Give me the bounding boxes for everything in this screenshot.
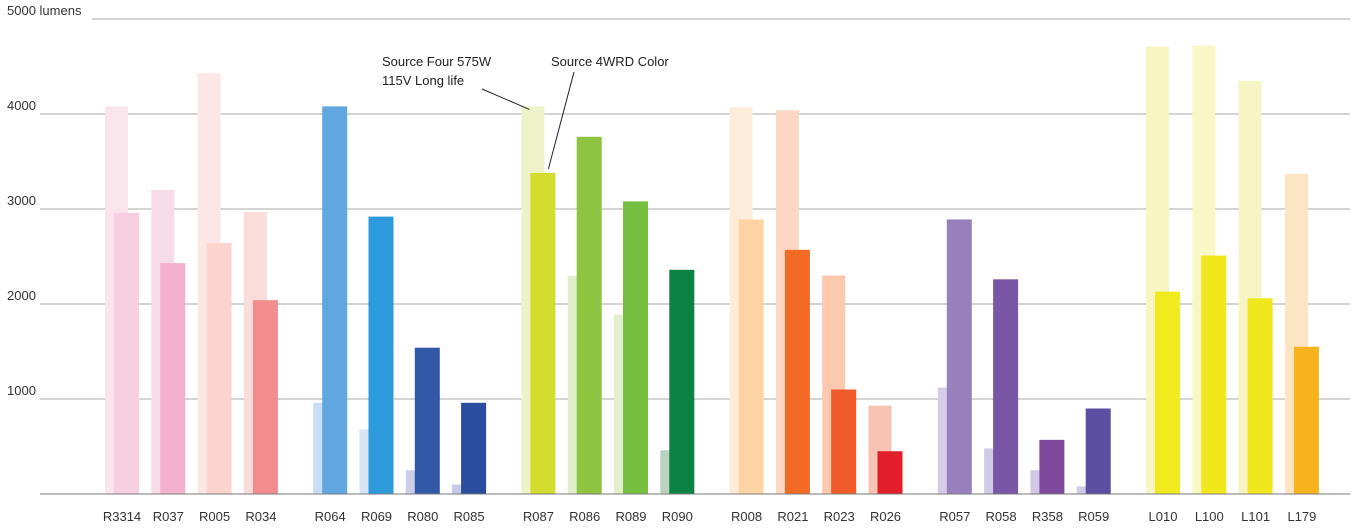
bar-source-4wrd-l179 [1293, 346, 1319, 494]
bar-source-4wrd-r064 [322, 106, 348, 495]
category-label: R069 [361, 509, 392, 524]
bar-source-4wrd-r023 [831, 389, 857, 494]
category-label: R090 [662, 509, 693, 524]
category-label: R037 [153, 509, 184, 524]
y-axis-ticks: 1000 2000 3000 4000 5000 lumens [7, 3, 82, 398]
category-label: R008 [731, 509, 762, 524]
bar-source-4wrd-l100 [1201, 255, 1227, 494]
bar-source-4wrd-r087 [530, 172, 556, 494]
category-label: R358 [1032, 509, 1063, 524]
category-label: L010 [1149, 509, 1178, 524]
annotations: Source Four 575W 115V Long life Source 4WR… [382, 54, 669, 170]
category-label: R034 [245, 509, 276, 524]
bar-source-4wrd-l101 [1247, 298, 1273, 494]
bar-source-4wrd-r069 [368, 216, 394, 494]
bar-source-4wrd-r026 [877, 451, 903, 494]
bar-source-4wrd-r358 [1039, 439, 1065, 494]
bar-source-4wrd-r058 [993, 279, 1019, 494]
category-label: R021 [777, 509, 808, 524]
annotation-leader-source-four [481, 88, 530, 110]
y-tick-label: 3000 [7, 193, 36, 208]
category-label: L100 [1195, 509, 1224, 524]
bar-source-4wrd-r3314 [114, 212, 139, 495]
category-label: R023 [824, 509, 855, 524]
bar-source-4wrd-r008 [738, 219, 764, 494]
bar-source-4wrd-r057 [946, 219, 972, 494]
bar-source-4wrd-r034 [252, 300, 278, 494]
bar-source-4wrd-r080 [414, 347, 440, 494]
category-label: R3314 [103, 509, 141, 524]
bar-source-4wrd-r037 [160, 263, 186, 494]
category-label: R080 [407, 509, 438, 524]
category-label: L101 [1241, 509, 1270, 524]
category-label: R086 [569, 509, 600, 524]
category-label: R057 [939, 509, 970, 524]
category-label: R026 [870, 509, 901, 524]
bar-source-4wrd-r021 [784, 249, 810, 494]
annotation-source-four: Source Four 575W [382, 54, 492, 69]
category-label: R089 [615, 509, 646, 524]
bar-source-4wrd-r086 [576, 136, 602, 495]
category-label: R087 [523, 509, 554, 524]
category-label: L179 [1287, 509, 1316, 524]
category-label: R005 [199, 509, 230, 524]
y-tick-label: 2000 [7, 288, 36, 303]
annotation-source-four: 115V Long life [382, 73, 464, 88]
y-tick-label: 4000 [7, 98, 36, 113]
category-label: R058 [986, 509, 1017, 524]
annotation-source-4wrd: Source 4WRD Color [551, 54, 669, 69]
bar-source-4wrd-r090 [669, 269, 695, 494]
category-label: R085 [454, 509, 485, 524]
category-label: R064 [315, 509, 346, 524]
bars [105, 45, 1319, 495]
y-tick-label: 5000 lumens [7, 3, 82, 18]
bar-source-4wrd-r005 [206, 243, 232, 494]
category-label: R059 [1078, 509, 1109, 524]
bar-source-4wrd-r089 [623, 201, 648, 494]
category-labels: R3314 R037 R005 R034 R064 R069 R080 R085 R087 R08… [103, 509, 1317, 524]
y-tick-label: 1000 [7, 383, 36, 398]
bar-source-4wrd-r059 [1085, 408, 1111, 494]
bar-source-4wrd-r085 [461, 402, 487, 494]
bar-source-4wrd-l010 [1155, 291, 1180, 494]
annotation-leader-source-4wrd [547, 71, 575, 170]
